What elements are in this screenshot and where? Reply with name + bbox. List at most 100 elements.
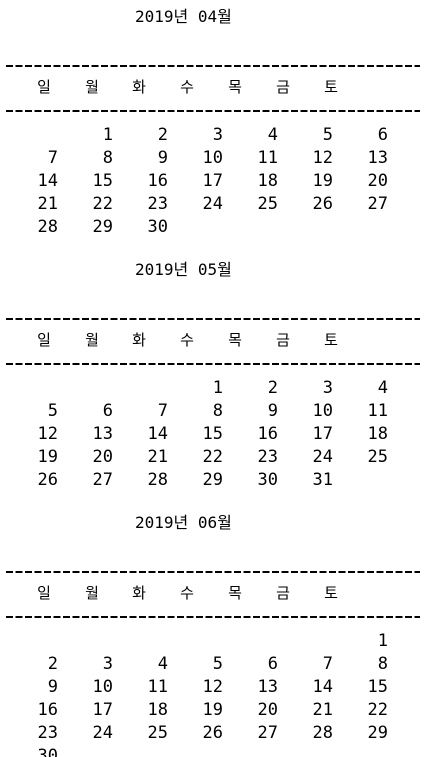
dashed-separator — [6, 317, 420, 321]
dashed-separator — [6, 64, 420, 68]
weekday-label: 수 — [180, 331, 194, 349]
weekday-label: 토 — [324, 78, 338, 96]
day-cell: 20 — [92, 447, 113, 467]
day-cell: 22 — [202, 447, 223, 467]
week-row: 9 10 11 12 13 14 15 — [0, 676, 445, 699]
week-row: 30 — [0, 745, 445, 757]
day-cell: 5 — [322, 125, 333, 145]
weekday-label: 토 — [324, 331, 338, 349]
day-cell: 18 — [257, 171, 278, 191]
day-cell: 12 — [312, 148, 333, 168]
weekday-label: 일 — [37, 78, 51, 96]
week-row: 14 15 16 17 18 19 20 — [0, 170, 445, 193]
day-cell: 1 — [212, 378, 223, 398]
day-cell: 4 — [157, 654, 168, 674]
day-cell: 9 — [157, 148, 168, 168]
day-cell: 7 — [47, 148, 58, 168]
day-cell: 1 — [102, 125, 113, 145]
month-block: 2019년 05월 일 월 화 수 목 금 토 1 2 3 4 5 6 7 8 9 10 11 12 13 14 15 16 1… — [0, 258, 445, 492]
weekday-label: 수 — [180, 584, 194, 602]
day-cell: 13 — [92, 424, 113, 444]
day-cell: 12 — [202, 677, 223, 697]
day-cell: 22 — [92, 194, 113, 214]
day-cell: 8 — [212, 401, 223, 421]
week-row: 28 29 30 — [0, 216, 445, 239]
month-block: 2019년 04월 일 월 화 수 목 금 토 1 2 3 4 5 6 7 8 9 10 11 12 13 14 15 16 1… — [0, 5, 445, 239]
day-cell: 16 — [37, 700, 58, 720]
day-cell: 15 — [202, 424, 223, 444]
clipped-top-line: () [ ] ( ) — [80, 0, 380, 1]
day-cell: 27 — [257, 723, 278, 743]
day-cell: 30 — [147, 217, 168, 237]
day-cell: 3 — [102, 654, 113, 674]
day-cell: 7 — [157, 401, 168, 421]
day-cell: 25 — [257, 194, 278, 214]
month-block: 2019년 06월 일 월 화 수 목 금 토 1 2 3 4 5 6 7 8 9 10 11 12 13 14 15 16 1… — [0, 511, 445, 757]
day-cell: 7 — [322, 654, 333, 674]
weekday-label: 토 — [324, 584, 338, 602]
day-cell: 24 — [92, 723, 113, 743]
month-title: 2019년 05월 — [135, 260, 232, 279]
day-cell: 6 — [102, 401, 113, 421]
weekday-label: 목 — [228, 584, 242, 602]
day-cell: 30 — [37, 746, 58, 757]
day-cell: 11 — [147, 677, 168, 697]
week-row: 1 — [0, 630, 445, 653]
day-cell: 24 — [202, 194, 223, 214]
weekday-label: 금 — [276, 78, 290, 96]
day-cell: 17 — [202, 171, 223, 191]
week-row: 5 6 7 8 9 10 11 — [0, 400, 445, 423]
dashed-separator — [6, 615, 420, 619]
day-cell: 3 — [212, 125, 223, 145]
day-cell: 12 — [37, 424, 58, 444]
day-cell: 19 — [202, 700, 223, 720]
day-cell: 2 — [157, 125, 168, 145]
day-cell: 16 — [147, 171, 168, 191]
day-cell: 31 — [312, 470, 333, 490]
day-cell: 21 — [147, 447, 168, 467]
day-cell: 21 — [37, 194, 58, 214]
weekday-label: 화 — [132, 331, 146, 349]
day-cell: 23 — [147, 194, 168, 214]
weekday-label: 목 — [228, 331, 242, 349]
day-cell: 10 — [202, 148, 223, 168]
day-cell: 2 — [47, 654, 58, 674]
day-cell: 4 — [267, 125, 278, 145]
day-cell: 1 — [377, 631, 388, 651]
weekday-label: 일 — [37, 584, 51, 602]
day-cell: 14 — [312, 677, 333, 697]
day-cell: 27 — [367, 194, 388, 214]
day-cell: 15 — [367, 677, 388, 697]
week-row: 1 2 3 4 — [0, 377, 445, 400]
day-cell: 8 — [102, 148, 113, 168]
day-cell: 17 — [312, 424, 333, 444]
day-cell: 13 — [257, 677, 278, 697]
week-row: 21 22 23 24 25 26 27 — [0, 193, 445, 216]
week-row: 19 20 21 22 23 24 25 — [0, 446, 445, 469]
month-title: 2019년 04월 — [135, 7, 232, 26]
day-cell: 29 — [202, 470, 223, 490]
week-row: 16 17 18 19 20 21 22 — [0, 699, 445, 722]
day-cell: 5 — [212, 654, 223, 674]
day-cell: 9 — [47, 677, 58, 697]
day-cell: 26 — [202, 723, 223, 743]
weekday-label: 화 — [132, 78, 146, 96]
weekday-label: 일 — [37, 331, 51, 349]
weekday-label: 월 — [85, 331, 99, 349]
day-cell: 23 — [257, 447, 278, 467]
day-cell: 29 — [367, 723, 388, 743]
day-cell: 27 — [92, 470, 113, 490]
week-row: 26 27 28 29 30 31 — [0, 469, 445, 492]
day-cell: 5 — [47, 401, 58, 421]
day-cell: 11 — [257, 148, 278, 168]
day-cell: 6 — [377, 125, 388, 145]
day-cell: 18 — [147, 700, 168, 720]
day-cell: 22 — [367, 700, 388, 720]
day-cell: 29 — [92, 217, 113, 237]
weekday-label: 월 — [85, 584, 99, 602]
week-row: 1 2 3 4 5 6 — [0, 124, 445, 147]
